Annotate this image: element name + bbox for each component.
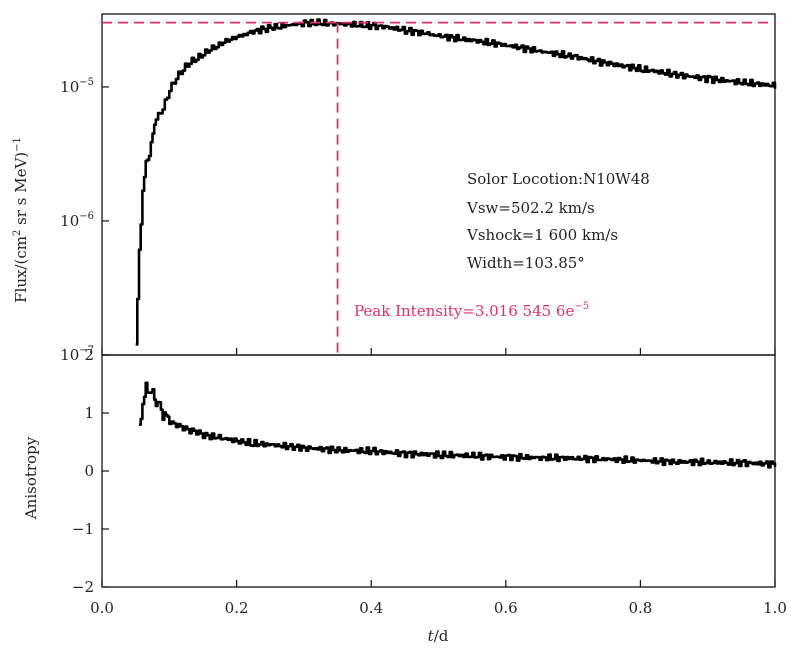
- annotation-width: Width=103.85°: [467, 254, 585, 272]
- flux-panel: 10−710−610−5 Solor Locotion:N10W48 Vsw=5…: [12, 13, 777, 364]
- annotation-vsw: Vsw=502.2 km/s: [466, 199, 595, 217]
- flux-y-tick-base: 10: [60, 212, 79, 230]
- flux-ylabel-mid: sr s MeV): [12, 152, 30, 230]
- x-tick-label: 0.8: [628, 599, 652, 617]
- flux-ylabel-sup2: −1: [12, 137, 23, 152]
- anisotropy-y-tick-label: −2: [72, 578, 94, 596]
- annotation-location: Solor Locotion:N10W48: [467, 170, 650, 188]
- flux-y-tick-exponent: −7: [79, 345, 94, 356]
- flux-y-ticks: 10−710−610−5: [60, 77, 109, 364]
- anisotropy-series-line: [139, 381, 777, 469]
- anisotropy-plot-frame: [101, 354, 776, 588]
- flux-y-tick-label: 10−6: [60, 211, 94, 230]
- x-tick-label: 0.2: [225, 599, 249, 617]
- peak-intensity-main: Peak Intensity=3.016 545 6e: [354, 302, 574, 320]
- anisotropy-y-tick-label: 2: [84, 346, 94, 364]
- flux-x-ticks: [101, 348, 776, 355]
- x-axis-label-variable: t: [428, 627, 435, 645]
- flux-y-axis-label: Flux/(cm2 sr s MeV)−1: [12, 137, 30, 303]
- flux-y-tick-label: 10−5: [60, 77, 94, 96]
- anisotropy-panel: 210−1−2 0.0 0.2 0.4 0.6 0.8 1.0 Anisotropy t/…: [22, 346, 787, 645]
- flux-y-tick-exponent: −5: [79, 77, 94, 88]
- x-tick-label: 1.0: [763, 599, 787, 617]
- anisotropy-y-tick-label: 0: [84, 462, 94, 480]
- x-tick-label: 0.0: [90, 599, 114, 617]
- peak-intensity-exponent: −5: [574, 301, 589, 312]
- anisotropy-x-ticks: 0.0 0.2 0.4 0.6 0.8 1.0: [90, 580, 787, 617]
- annotation-peak-intensity: Peak Intensity=3.016 545 6e−5: [354, 301, 589, 320]
- annotation-vshock: Vshock=1 600 km/s: [466, 226, 618, 244]
- flux-y-tick-base: 10: [60, 78, 79, 96]
- flux-y-tick-exponent: −6: [79, 211, 94, 222]
- flux-series-line: [135, 18, 777, 346]
- x-tick-label: 0.6: [494, 599, 518, 617]
- flux-y-tick-label: 10−7: [60, 345, 94, 364]
- anisotropy-y-axis-label: Anisotropy: [22, 436, 40, 520]
- x-axis-label-unit: /d: [434, 627, 449, 645]
- flux-ylabel-main: Flux/(cm: [12, 236, 30, 303]
- x-tick-label: 0.4: [359, 599, 383, 617]
- anisotropy-y-tick-label: 1: [84, 404, 94, 422]
- x-axis-label: t/d: [428, 627, 449, 645]
- flux-y-tick-base: 10: [60, 346, 79, 364]
- flux-ylabel-sup1: 2: [12, 230, 23, 236]
- anisotropy-y-tick-label: −1: [72, 520, 94, 538]
- anisotropy-y-ticks: 2 1 0 −1 −2: [72, 346, 109, 596]
